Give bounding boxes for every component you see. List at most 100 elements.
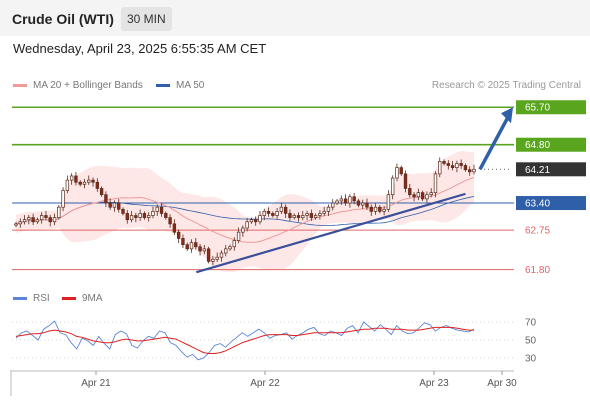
- candle-down: [288, 213, 292, 218]
- legend-swatch-ma50: [156, 83, 170, 87]
- candle-down: [420, 192, 425, 200]
- pivot-label-63-40: 63.40: [525, 199, 550, 210]
- candle-down: [125, 213, 129, 221]
- candle-down: [168, 217, 172, 225]
- candle-down: [369, 206, 373, 212]
- candle-up: [331, 202, 335, 208]
- last-price-tag: [516, 162, 586, 177]
- x-tick-label-apr-21: Apr 21: [81, 378, 111, 389]
- resistance-tag-64-80: [516, 137, 586, 152]
- candle-up: [129, 215, 134, 221]
- candle-down: [74, 175, 78, 183]
- rsi-tick-70: 70: [525, 318, 537, 329]
- candle-down: [283, 206, 288, 214]
- timeframe-badge[interactable]: 30 MIN: [121, 7, 172, 31]
- candle-down: [198, 246, 202, 252]
- candle-up: [425, 194, 429, 200]
- rsi-tick-50: 50: [525, 336, 537, 347]
- candle-up: [305, 213, 309, 216]
- candle-up: [87, 179, 91, 183]
- candle-down: [99, 188, 104, 196]
- candle-down: [412, 194, 416, 198]
- candle-down: [164, 213, 168, 218]
- candle-up: [151, 211, 155, 216]
- candle-down: [450, 165, 455, 168]
- candle-up: [386, 194, 391, 210]
- candle-up: [245, 221, 249, 229]
- legend-ma20-bb: MA 20 + Bollinger Bands: [13, 80, 143, 91]
- chart-header: Crude Oil (WTI) 30 MIN: [0, 0, 590, 36]
- candle-down: [31, 217, 35, 223]
- candle-down: [48, 217, 52, 223]
- candle-up: [275, 211, 279, 216]
- uptrend-line: [196, 192, 466, 274]
- resistance-tag-65-70: [516, 100, 586, 115]
- candle-up: [241, 227, 245, 233]
- x-tick-label-apr-23: Apr 23: [419, 378, 449, 389]
- candle-up: [61, 190, 65, 208]
- candle-up: [82, 181, 87, 185]
- legend-rsi: RSI: [13, 293, 50, 304]
- candle-up: [219, 252, 224, 258]
- candle-up: [112, 202, 117, 208]
- candle-down: [356, 200, 361, 206]
- candle-down: [185, 244, 189, 250]
- projection-arrow-shaft: [478, 114, 511, 171]
- candle-up: [57, 206, 61, 218]
- candle-down: [172, 223, 177, 233]
- candle-up: [373, 206, 378, 212]
- candle-down: [159, 206, 164, 214]
- candle-up: [52, 217, 57, 223]
- candle-down: [408, 188, 412, 196]
- pivot-tag-63-40: [516, 196, 586, 211]
- candle-up: [18, 221, 22, 225]
- candle-up: [429, 192, 433, 196]
- candle-down: [309, 213, 314, 218]
- candle-down: [134, 215, 138, 218]
- candle-down: [117, 202, 121, 210]
- candle-down: [442, 161, 446, 164]
- candle-up: [433, 173, 438, 193]
- candle-up: [322, 211, 326, 214]
- legend-swatch-rsi: [13, 296, 27, 300]
- candle-up: [279, 206, 284, 212]
- candle-down: [78, 181, 82, 185]
- candle-down: [459, 163, 463, 166]
- candle-down: [121, 208, 125, 214]
- legend-label-9ma: 9MA: [82, 293, 103, 304]
- candle-up: [339, 198, 343, 202]
- candle-up: [224, 248, 228, 254]
- candle-up: [22, 219, 27, 223]
- candle-up: [416, 192, 421, 198]
- candle-down: [44, 215, 48, 218]
- candle-up: [236, 231, 241, 241]
- candle-down: [365, 202, 369, 208]
- candle-up: [301, 215, 305, 218]
- candle-down: [108, 202, 112, 208]
- candle-up: [292, 215, 296, 218]
- candle-up: [335, 200, 339, 204]
- candle-down: [403, 173, 408, 189]
- candle-up: [35, 219, 40, 223]
- rsi-line: [15, 320, 475, 361]
- rsi-tick-30: 30: [525, 354, 537, 365]
- candle-down: [266, 211, 271, 214]
- candle-up: [147, 215, 151, 218]
- candle-down: [181, 238, 185, 246]
- candle-up: [258, 215, 262, 223]
- candle-down: [399, 167, 403, 175]
- candle-up: [228, 246, 232, 250]
- candle-down: [142, 213, 147, 218]
- candle-up: [472, 168, 476, 173]
- legend-swatch-ma20: [13, 83, 27, 87]
- legend-ma50: MA 50: [156, 80, 204, 91]
- candle-down: [343, 198, 348, 204]
- candle-up: [211, 258, 215, 262]
- bollinger-band-area: [16, 150, 474, 273]
- candle-up: [232, 240, 236, 248]
- candle-down: [95, 181, 100, 189]
- candle-up: [313, 215, 318, 218]
- candle-down: [91, 179, 95, 183]
- legend-label-ma20: MA 20 + Bollinger Bands: [33, 80, 143, 91]
